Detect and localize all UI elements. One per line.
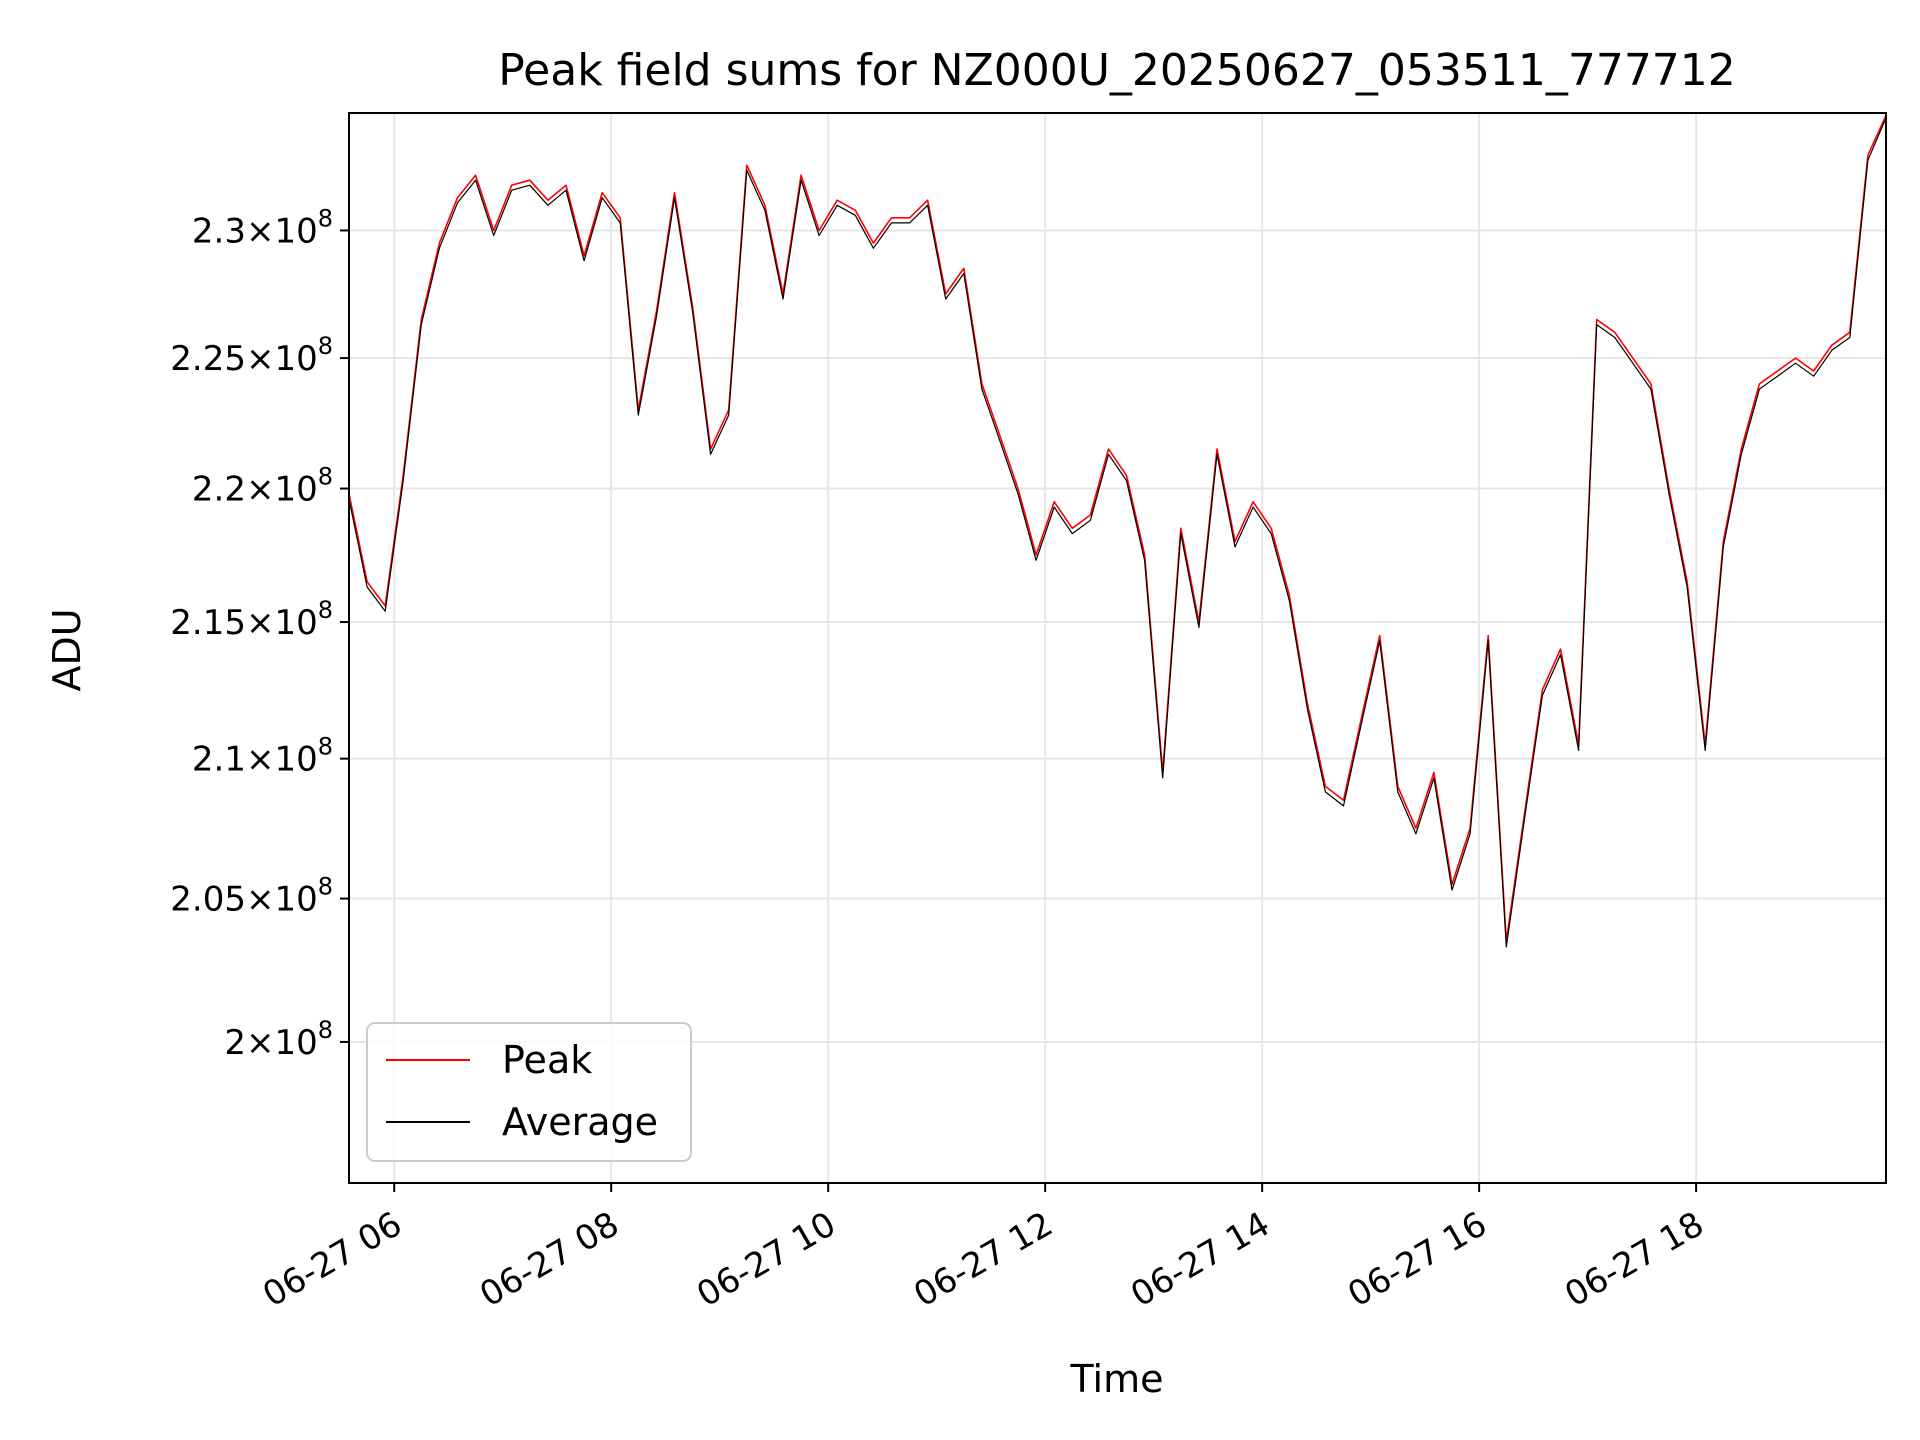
y-tick-times: ×10	[246, 740, 318, 780]
y-tick-label: 2.05×108	[170, 873, 333, 920]
y-tick-exponent: 8	[318, 733, 333, 761]
y-axis-label: ADU	[45, 608, 89, 691]
y-tick-times: ×10	[246, 470, 318, 510]
y-tick-exponent: 8	[318, 1016, 333, 1044]
y-tick-exponent: 8	[318, 873, 333, 901]
y-tick-label: 2.15×108	[170, 596, 333, 643]
y-tick-label: 2×108	[224, 1016, 333, 1063]
y-tick-mantissa: 2.25	[170, 339, 246, 379]
legend-label-average: Average	[502, 1100, 658, 1144]
y-tick-mantissa: 2.3	[192, 211, 246, 251]
series-layer	[349, 115, 1886, 948]
legend-label-peak: Peak	[502, 1038, 592, 1082]
y-tick-mantissa: 2.2	[192, 470, 246, 510]
y-tick-exponent: 8	[318, 204, 333, 232]
series-line-peak	[349, 115, 1886, 943]
y-tick-mantissa: 2.05	[170, 880, 246, 920]
y-tick-times: ×10	[246, 603, 318, 643]
y-tick-mantissa: 2.1	[192, 740, 246, 780]
y-tick-label: 2.1×108	[192, 733, 333, 780]
y-tick-times: ×10	[246, 211, 318, 251]
plot-frame	[348, 112, 1887, 1184]
y-tick-label: 2.2×108	[192, 463, 333, 510]
y-tick-label: 2.25×108	[170, 332, 333, 379]
y-tick-label: 2.3×108	[192, 204, 333, 251]
y-tick-times: ×10	[246, 880, 318, 920]
legend-box	[366, 1022, 692, 1162]
y-tick-exponent: 8	[318, 596, 333, 624]
y-tick-mantissa: 2.15	[170, 603, 246, 643]
x-axis-label: Time	[1070, 1357, 1164, 1401]
chart-title: Peak field sums for NZ000U_20250627_0535…	[498, 45, 1736, 96]
y-tick-mantissa: 2	[224, 1023, 246, 1063]
y-tick-exponent: 8	[318, 332, 333, 360]
y-tick-exponent: 8	[318, 463, 333, 491]
y-axis: 2×1082.05×1082.1×1082.15×1082.2×1082.25×…	[170, 204, 349, 1063]
legend: Peak Average	[366, 1022, 692, 1162]
y-tick-times: ×10	[246, 339, 318, 379]
series-line-average	[349, 117, 1886, 948]
y-tick-times: ×10	[246, 1023, 318, 1063]
